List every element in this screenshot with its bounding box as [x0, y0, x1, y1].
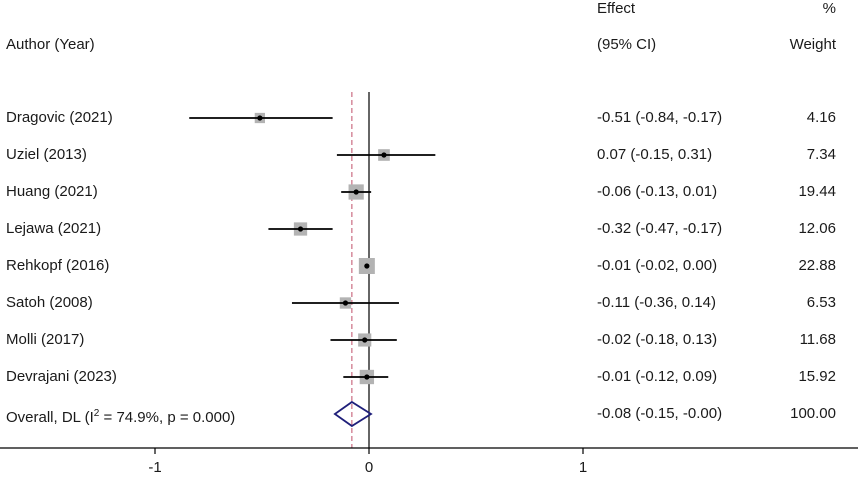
study-label: Uziel (2013) — [6, 146, 87, 163]
study-ci-text: -0.02 (-0.18, 0.13) — [597, 331, 718, 348]
overall-weight-text: 100.00 — [790, 405, 836, 422]
point-estimate — [362, 337, 368, 343]
study-weight-text: 12.06 — [798, 220, 836, 237]
point-estimate — [342, 300, 349, 306]
study-weight-text: 15.92 — [798, 368, 836, 385]
study-weight-text: 19.44 — [798, 183, 836, 200]
overall-label: Overall, DL (I2 = 74.9%, p = 0.000) — [6, 408, 236, 426]
overall-diamond — [333, 400, 373, 428]
study-label: Lejawa (2021) — [6, 220, 102, 237]
point-estimate — [257, 115, 263, 121]
study-ci-text: 0.07 (-0.15, 0.31) — [597, 146, 713, 163]
point-estimate — [353, 189, 359, 195]
study-label: Molli (2017) — [6, 331, 85, 348]
weight-column-header: Weight — [789, 36, 836, 53]
point-estimate — [381, 152, 387, 158]
overall-ci-text: -0.08 (-0.15, -0.00) — [597, 405, 723, 422]
study-weight-text: 22.88 — [798, 257, 836, 274]
x-tick-label: 1 — [579, 459, 587, 476]
i-squared-superscript: 2 — [93, 408, 100, 419]
study-ci-text: -0.11 (-0.36, 0.14) — [597, 294, 716, 311]
study-ci-text: -0.06 (-0.13, 0.01) — [597, 183, 718, 200]
study-label: Rehkopf (2016) — [6, 257, 110, 274]
author-column-header: Author (Year) — [6, 36, 95, 53]
study-label: Huang (2021) — [6, 183, 98, 200]
x-tick-label: -1 — [148, 459, 161, 476]
study-ci-text: -0.01 (-0.02, 0.00) — [597, 257, 718, 274]
study-label: Devrajani (2023) — [6, 368, 117, 385]
study-ci-text: -0.01 (-0.12, 0.09) — [597, 368, 718, 385]
percent-column-header: % — [822, 0, 836, 17]
study-weight-text: 7.34 — [806, 146, 836, 163]
point-estimate — [297, 226, 304, 232]
study-weight-text: 4.16 — [806, 109, 836, 126]
study-label: Dragovic (2021) — [6, 109, 113, 126]
study-ci-text: -0.32 (-0.47, -0.17) — [597, 220, 723, 237]
study-label: Satoh (2008) — [6, 294, 93, 311]
study-weight-text: 6.53 — [806, 294, 836, 311]
study-ci-text: -0.51 (-0.84, -0.17) — [597, 109, 723, 126]
ci-column-header: (95% CI) — [597, 36, 657, 53]
effect-column-header: Effect — [597, 0, 636, 17]
x-tick-label: 0 — [365, 459, 373, 476]
point-estimate — [364, 263, 370, 269]
point-estimate — [364, 374, 370, 380]
study-weight-text: 11.68 — [799, 331, 836, 348]
